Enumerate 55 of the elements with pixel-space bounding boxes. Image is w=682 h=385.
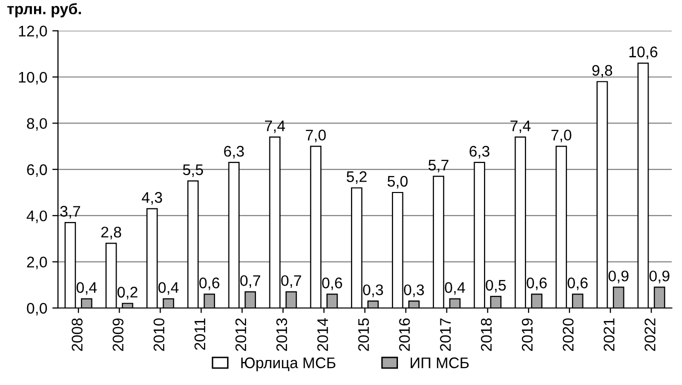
data-label: 0,4 — [444, 282, 466, 295]
data-label: 0,4 — [76, 282, 97, 295]
data-label: 2,8 — [101, 226, 122, 240]
data-label: 7,4 — [510, 120, 531, 134]
data-label: 5,0 — [388, 176, 408, 189]
data-label: 6,3 — [470, 146, 490, 158]
y-tick-label: 8,0 — [26, 118, 47, 131]
x-tick-label: 2016 — [399, 318, 410, 351]
data-label: 6,3 — [224, 146, 244, 158]
data-label: 7,0 — [306, 130, 326, 142]
y-tick-label: 4,0 — [26, 210, 47, 224]
data-label: 0,3 — [363, 284, 383, 298]
data-label: 0,4 — [158, 282, 179, 295]
legend-label: Юрлица МСБ — [241, 357, 336, 372]
y-tick-label: 2,0 — [27, 256, 47, 270]
data-label: 0,6 — [322, 278, 342, 290]
data-label: 0,6 — [568, 278, 588, 290]
y-axis-title: трлн. руб. — [7, 2, 81, 18]
data-label: 0,7 — [240, 275, 260, 288]
x-tick-label: 2011 — [194, 318, 206, 350]
x-tick-label: 2008 — [72, 318, 83, 351]
x-tick-label: 2013 — [276, 318, 288, 351]
x-tick-label: 2009 — [112, 318, 124, 351]
data-label: 3,7 — [60, 206, 80, 219]
y-tick-label: 10,0 — [18, 72, 47, 84]
x-tick-label: 2018 — [480, 318, 492, 351]
data-label: 7,0 — [551, 130, 572, 142]
data-label: 5,5 — [183, 164, 203, 177]
data-label: 0,9 — [649, 270, 670, 284]
x-tick-label: 2020 — [562, 318, 574, 351]
x-tick-label: 2021 — [604, 318, 614, 351]
x-tick-label: 2012 — [235, 318, 246, 351]
x-tick-label: 2017 — [440, 318, 451, 351]
data-label: 0,2 — [118, 286, 138, 300]
x-tick-label: 2010 — [154, 318, 164, 351]
x-tick-label: 2022 — [644, 318, 656, 351]
legend-label: ИП МСБ — [410, 357, 469, 368]
x-tick-label: 2019 — [522, 318, 533, 351]
data-label: 9,8 — [592, 65, 612, 78]
data-label: 0,6 — [199, 278, 220, 290]
data-label: 0,6 — [526, 278, 547, 290]
y-tick-label: 0,0 — [26, 302, 47, 316]
data-label: 10,6 — [629, 46, 658, 60]
data-label: 4,3 — [142, 192, 162, 205]
y-tick-label: 12,0 — [18, 26, 47, 38]
data-label: 0,5 — [486, 280, 506, 292]
data-label: 0,9 — [608, 270, 628, 284]
x-tick-label: 2015 — [358, 318, 369, 351]
data-label: 0,7 — [281, 275, 302, 288]
data-label: 0,3 — [404, 284, 424, 298]
data-label: 5,7 — [428, 160, 448, 172]
x-tick-label: 2014 — [317, 318, 328, 351]
data-label: 5,2 — [346, 171, 367, 184]
y-tick-label: 6,0 — [27, 164, 47, 177]
data-label: 7,4 — [265, 120, 286, 134]
